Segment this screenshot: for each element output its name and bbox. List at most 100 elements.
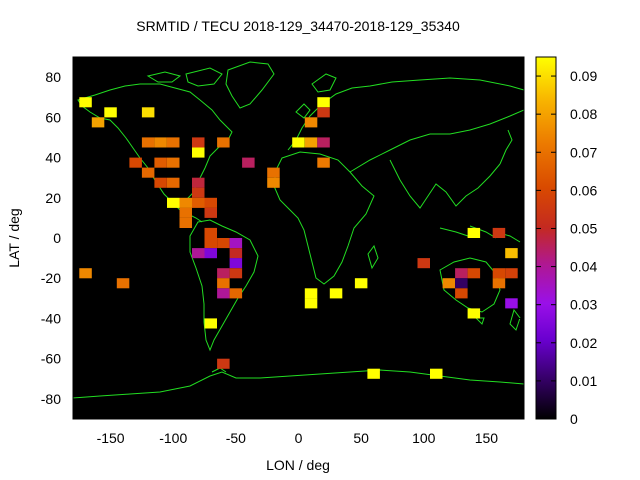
heatmap-cell: [317, 97, 330, 108]
y-tick-label: 0: [53, 230, 61, 246]
heatmap-cell: [304, 137, 318, 148]
heatmap-cell: [505, 298, 518, 309]
heatmap-cell: [129, 157, 142, 168]
heatmap-cell: [192, 197, 205, 208]
heatmap-cell: [229, 258, 243, 269]
colorbar-tick-label: 0.04: [570, 259, 597, 275]
colorbar-tick-label: 0.01: [570, 373, 597, 389]
heatmap-cell: [167, 157, 180, 168]
x-tick-label: 100: [412, 430, 436, 446]
chart-title: SRMTID / TECU 2018-129_34470-2018-129_35…: [136, 18, 460, 34]
heatmap-cell: [192, 177, 205, 188]
heatmap-cell: [455, 288, 468, 299]
heatmap-cell: [317, 137, 330, 148]
heatmap-cell: [204, 197, 217, 208]
heatmap-cell: [317, 157, 330, 168]
heatmap-cell: [154, 157, 167, 168]
x-tick-label: 150: [475, 430, 499, 446]
y-axis-label: LAT / deg: [6, 208, 22, 267]
heatmap-cell: [455, 278, 468, 289]
heatmap-cell: [229, 248, 243, 259]
heatmap-cell: [116, 278, 130, 289]
heatmap-cell: [229, 288, 243, 299]
heatmap-cell: [317, 107, 330, 118]
heatmap-cell: [442, 278, 456, 289]
heatmap-cell: [217, 358, 230, 369]
heatmap-cell: [492, 278, 506, 289]
y-tick-label: -40: [41, 310, 61, 326]
heatmap-cell: [505, 268, 518, 279]
x-axis-ticks: -150 -100 -50 0 50 100 150: [97, 57, 499, 446]
heatmap-cell: [417, 258, 430, 269]
heatmap-cell: [467, 227, 481, 238]
heatmap-cell: [104, 107, 117, 118]
colorbar-tick-label: 0.06: [570, 182, 597, 198]
colorbar-tick-label: 0.05: [570, 220, 597, 236]
heatmap-cell: [217, 268, 230, 279]
coastlines: [73, 61, 524, 399]
heatmap-cell: [217, 278, 230, 289]
heatmap-cell: [492, 227, 506, 238]
colorbar-tick-label: 0: [570, 411, 578, 427]
heatmap-cell: [204, 227, 217, 238]
heatmap-cell: [204, 318, 217, 329]
y-tick-label: -60: [41, 351, 61, 367]
heatmap-cells: [79, 97, 518, 379]
heatmap-cell: [505, 248, 518, 259]
plot-border: [72, 56, 525, 420]
heatmap-cell: [267, 177, 280, 188]
heatmap-cell: [179, 197, 192, 208]
heatmap-cell: [467, 268, 481, 279]
heatmap-cell: [304, 288, 318, 299]
colorbar: [535, 56, 557, 420]
y-tick-label: 80: [45, 69, 61, 85]
heatmap-cell: [192, 248, 205, 259]
x-tick-label: 0: [295, 430, 303, 446]
heatmap-cell: [242, 157, 255, 168]
heatmap-cell: [217, 238, 230, 249]
heatmap-cell: [267, 167, 280, 178]
colorbar-tick-label: 0.07: [570, 144, 597, 160]
heatmap-cell: [304, 298, 318, 309]
heatmap-cell: [79, 97, 92, 108]
heatmap-cell: [217, 288, 230, 299]
heatmap-cell: [430, 368, 443, 379]
heatmap-cell: [304, 117, 318, 128]
colorbar-tick-label: 0.08: [570, 106, 597, 122]
heatmap-cell: [167, 197, 180, 208]
colorbar-tick-label: 0.02: [570, 335, 597, 351]
heatmap-cell: [192, 137, 205, 148]
y-tick-label: 60: [45, 109, 61, 125]
x-axis-label: LON / deg: [266, 457, 330, 473]
x-tick-label: -100: [159, 430, 187, 446]
heatmap-cell: [292, 137, 305, 148]
plot-area: [73, 57, 524, 419]
y-tick-label: -20: [41, 270, 61, 286]
heatmap-cell: [154, 137, 167, 148]
heatmap-cell: [229, 268, 243, 279]
y-axis-ticks: -80 -60 -40 -20 0 20 40 60 80: [41, 69, 524, 407]
heatmap-cell: [329, 288, 343, 299]
heatmap-cell: [141, 107, 155, 118]
heatmap-cell: [204, 207, 217, 218]
x-tick-label: 50: [353, 430, 369, 446]
heatmap-cell: [141, 167, 155, 178]
x-tick-label: -150: [97, 430, 125, 446]
heatmap-cell: [492, 268, 506, 279]
heatmap-cell: [167, 137, 180, 148]
heatmap-cell: [154, 177, 167, 188]
heatmap-cell: [79, 268, 92, 279]
heatmap-cell: [204, 248, 217, 259]
heatmap-cell: [467, 308, 481, 319]
heatmap-cell: [229, 238, 243, 249]
y-tick-label: 20: [45, 190, 61, 206]
y-tick-label: -80: [41, 391, 61, 407]
heatmap-cell: [354, 278, 368, 289]
heatmap-cell: [91, 117, 105, 128]
heatmap-cell: [179, 207, 192, 218]
heatmap-cell: [455, 268, 468, 279]
colorbar-ticks: 0 0.01 0.02 0.03 0.04 0.05 0.06 0.07 0.08 0.09: [536, 68, 597, 427]
y-tick-label: 40: [45, 150, 61, 166]
colorbar-tick-label: 0.09: [570, 68, 597, 84]
